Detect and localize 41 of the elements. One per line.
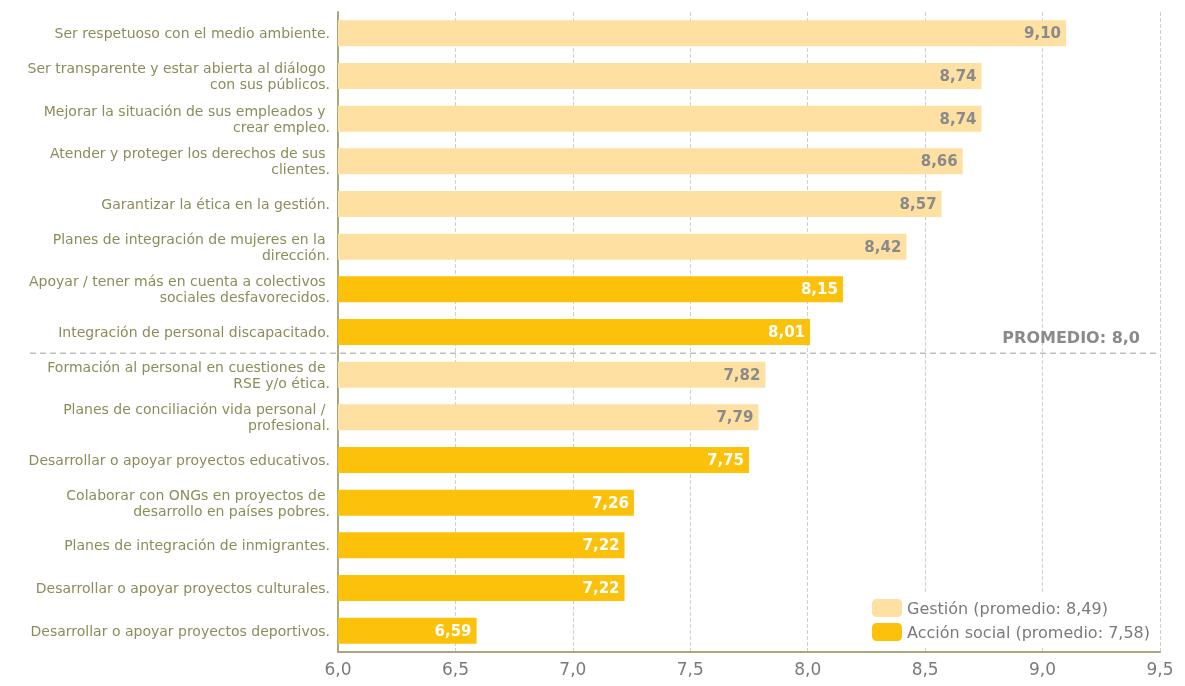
ref-line-label: PROMEDIO: 8,0 [1002,327,1141,347]
y-tick-label: Planes de integración de mujeres en la dirección. [52,230,330,263]
y-tick-label: Formación al personal en cuestiones de RSE y/o ética. [47,358,330,391]
data-label: 8,15 [800,280,838,299]
x-tick-label: 6,0 [324,658,352,679]
y-tick-label: Planes de integración de inmigrantes. [64,537,330,554]
data-label: 6,59 [434,621,472,640]
x-tick-label: 7,0 [559,658,587,679]
y-tick-label: Garantizar la ética en la gestión. [101,196,330,212]
y-tick-label: Colaborar con ONGs en proyectos de desarrollo en países pobres. [66,486,330,519]
y-tick-label: Ser transparente y estar abierta al diálogo con sus públicos. [27,60,330,92]
y-tick-label: Desarrollar o apoyar proyectos deportivos. [30,622,330,639]
x-tick-label: 9,5 [1146,658,1174,679]
x-tick-label: 8,5 [911,658,939,679]
data-label: 9,10 [1024,24,1062,43]
data-label: 8,74 [939,109,977,128]
y-tick-label: Desarrollar o apoyar proyectos educativos. [28,452,330,468]
y-tick-label: Atender y proteger los derechos de sus clientes. [50,145,330,178]
y-tick-label: Desarrollar o apoyar proyectos culturales. [35,580,330,596]
data-label: 7,82 [723,365,761,384]
x-tick-label: 6,5 [441,658,469,679]
data-label: 8,74 [939,67,977,85]
x-tick-label: 7,5 [676,658,704,679]
data-label: 7,22 [582,536,620,555]
legend-label: Acción social (promedio: 7,58) [907,622,1150,642]
x-tick-label: 9,0 [1029,658,1057,679]
y-tick-label: Integración de personal discapacitado. [58,324,330,340]
data-label: 8,42 [864,237,902,256]
data-label: 8,57 [899,195,937,213]
y-tick-label: Planes de conciliación vida personal / profesional. [63,401,330,434]
legend-label: Gestión (promedio: 8,49) [907,598,1108,618]
data-label: 8,66 [920,152,958,171]
data-label: 7,26 [591,493,629,512]
y-tick-label: Ser respetuoso con el medio ambiente. [54,25,330,42]
data-label: 7,75 [706,451,744,469]
data-label: 8,01 [768,323,806,341]
y-tick-label: Apoyar / tener más en cuenta a colectivos sociales desfavorecidos. [29,273,330,306]
data-label: 7,79 [716,408,754,427]
x-tick-label: 8,0 [794,658,822,679]
data-label: 7,22 [582,579,620,597]
y-tick-label: Mejorar la situación de sus empleados y crear empleo. [43,102,330,135]
